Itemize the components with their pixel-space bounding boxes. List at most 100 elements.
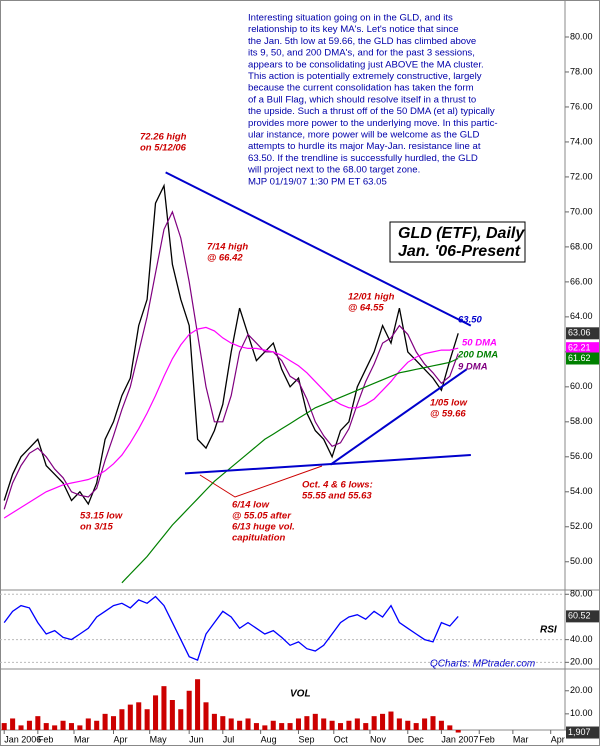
volume-bar: [405, 720, 411, 730]
annotation: 55.55 and 55.63: [302, 491, 372, 502]
commentary-line: its 9, 50, and 200 DMA's, and for the pa…: [248, 48, 475, 59]
y-tick-label: 20.00: [570, 657, 593, 667]
volume-bar: [237, 720, 243, 730]
volume-bar: [354, 718, 360, 730]
x-tick-label: Mar: [513, 734, 529, 744]
commentary-line: will project next to the 68.00 target zo…: [247, 165, 420, 176]
commentary-line: ular instance, more power will be welcom…: [248, 130, 479, 141]
volume-bar: [312, 713, 318, 730]
y-tick-label: 78.00: [570, 66, 593, 76]
annotation: @ 59.66: [430, 409, 466, 420]
volume-bar: [329, 720, 335, 730]
chart-title: GLD (ETF), Daily: [398, 225, 525, 242]
volume-bar: [178, 709, 184, 730]
series-line: [3, 326, 459, 519]
commentary-line: This action is potentially extremely con…: [248, 71, 482, 82]
x-tick-label: Dec: [408, 734, 425, 744]
volume-bar: [110, 716, 117, 730]
volume-bar: [430, 716, 436, 730]
volume-bar: [422, 718, 428, 730]
volume-bar: [413, 723, 419, 730]
y-tick-label: 10.00: [570, 708, 593, 718]
y-tick-label: 64.00: [570, 311, 593, 321]
pointer-line: [199, 465, 323, 498]
volume-bar: [211, 713, 217, 730]
volume-bar: [253, 723, 259, 730]
x-tick-label: Aug: [261, 734, 277, 744]
commentary-line: 63.50. If the trendline is successfully …: [248, 153, 478, 164]
volume-bar: [220, 716, 226, 730]
last-value-label: 61.62: [568, 353, 591, 363]
volume-bar: [245, 718, 251, 730]
chart-subtitle: Jan. '06-Present: [398, 243, 521, 260]
volume-bar: [262, 725, 268, 730]
x-tick-label: Apr: [551, 734, 565, 744]
annotation: 7/14 high: [207, 242, 248, 253]
last-value-label: 62.21: [568, 343, 591, 353]
y-tick-label: 76.00: [570, 101, 593, 111]
y-tick-label: 56.00: [570, 451, 593, 461]
volume-bar: [279, 723, 285, 730]
volume-bar: [18, 725, 24, 730]
y-tick-label: 58.00: [570, 416, 593, 426]
annotation: 6/13 huge vol.: [232, 522, 295, 533]
y-tick-label: 54.00: [570, 486, 593, 496]
x-tick-label: Jan 2006: [4, 734, 41, 744]
volume-bar: [26, 720, 32, 730]
volume-bar: [295, 718, 301, 730]
source: QCharts: MPtrader.com: [430, 659, 535, 670]
annotation: Oct. 4 & 6 lows:: [302, 480, 373, 491]
annotation: 63.50: [458, 315, 482, 326]
last-value-label: 63.06: [568, 328, 591, 338]
x-tick-label: Oct: [334, 734, 349, 744]
last-value-box: [566, 352, 599, 365]
volume-bar: [68, 723, 74, 730]
volume-bar: [388, 711, 394, 730]
volume-bar: [228, 718, 234, 730]
volume-bar: [186, 690, 192, 730]
annotation: 72.26 high: [140, 132, 187, 143]
volume-bar: [60, 720, 66, 730]
volume-bar: [94, 720, 100, 730]
volume-bar: [35, 716, 41, 730]
last-value-label: 1,907: [568, 727, 591, 737]
commentary-line: relationship to its key MA's. Let's noti…: [248, 24, 459, 35]
annotation: capitulation: [232, 533, 286, 544]
y-tick-label: 80.00: [570, 589, 593, 599]
volume-bar: [119, 709, 125, 730]
series-line: [3, 595, 459, 661]
y-tick-label: 74.00: [570, 136, 593, 146]
vol-title: VOL: [290, 689, 311, 700]
volume-bar: [136, 702, 142, 730]
volume-bar: [396, 718, 402, 730]
volume-bar: [161, 686, 167, 730]
volume-bar: [169, 700, 175, 730]
commentary-line: of a Bull Flag, which should resolve its…: [248, 94, 476, 105]
x-tick-label: May: [150, 734, 168, 744]
trendline: [184, 454, 471, 475]
x-tick-label: Sep: [298, 734, 314, 744]
volume-bar: [438, 720, 444, 730]
annotation: 1/05 low: [430, 398, 468, 409]
commentary-line: MJP 01/19/07 1:30 PM ET 63.05: [248, 176, 387, 187]
volume-bar: [43, 723, 49, 730]
volume-bar: [447, 725, 453, 730]
volume-bar: [127, 704, 133, 730]
volume-bar: [304, 716, 310, 730]
annotation: 53.15 low: [80, 511, 123, 522]
series-line: [3, 183, 459, 506]
last-value-box: [566, 610, 599, 623]
y-tick-label: 80.00: [570, 31, 593, 41]
x-tick-label: Nov: [370, 734, 387, 744]
volume-bar: [52, 725, 58, 730]
trendline: [165, 171, 472, 327]
y-tick-label: 20.00: [570, 685, 593, 695]
volume-bar: [270, 720, 276, 730]
annotation: on 5/12/06: [140, 143, 187, 154]
annotation: @ 55.05 after: [232, 511, 292, 522]
commentary-line: Interesting situation going on in the GL…: [248, 13, 453, 24]
volume-bar: [203, 702, 209, 730]
volume-bar: [102, 713, 108, 730]
volume-bar: [321, 718, 327, 730]
